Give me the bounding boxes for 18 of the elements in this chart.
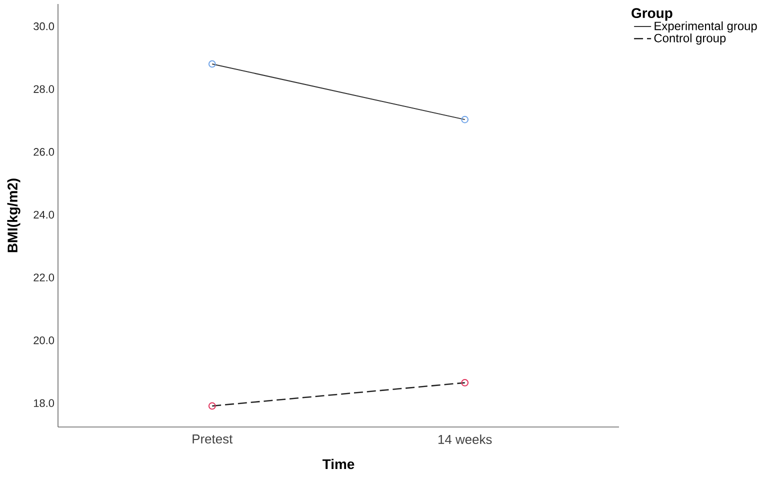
point [461, 116, 469, 124]
y-tick-label: 20.0 [34, 336, 54, 344]
x-axis-title: Time [322, 458, 354, 470]
legend-label: Experimental group [654, 21, 757, 33]
x-tick-label: Pretest [192, 434, 233, 444]
legend-title: Group [632, 8, 672, 21]
y-axis-title: BMI(kg/m2) [7, 178, 20, 252]
y-tick-label: 28.0 [34, 85, 54, 93]
y-tick-label: 18.0 [34, 399, 54, 408]
y-tick-label: 30.0 [34, 22, 54, 30]
y-tick-label: 26.0 [34, 148, 54, 156]
x-tick-label: 14 weeks [438, 434, 492, 444]
point [208, 402, 216, 410]
y-tick-label: 24.0 [34, 210, 54, 219]
legend-label: Control group [654, 34, 726, 45]
point [461, 379, 469, 386]
y-tick-label: 22.0 [34, 274, 54, 282]
point [208, 60, 216, 68]
